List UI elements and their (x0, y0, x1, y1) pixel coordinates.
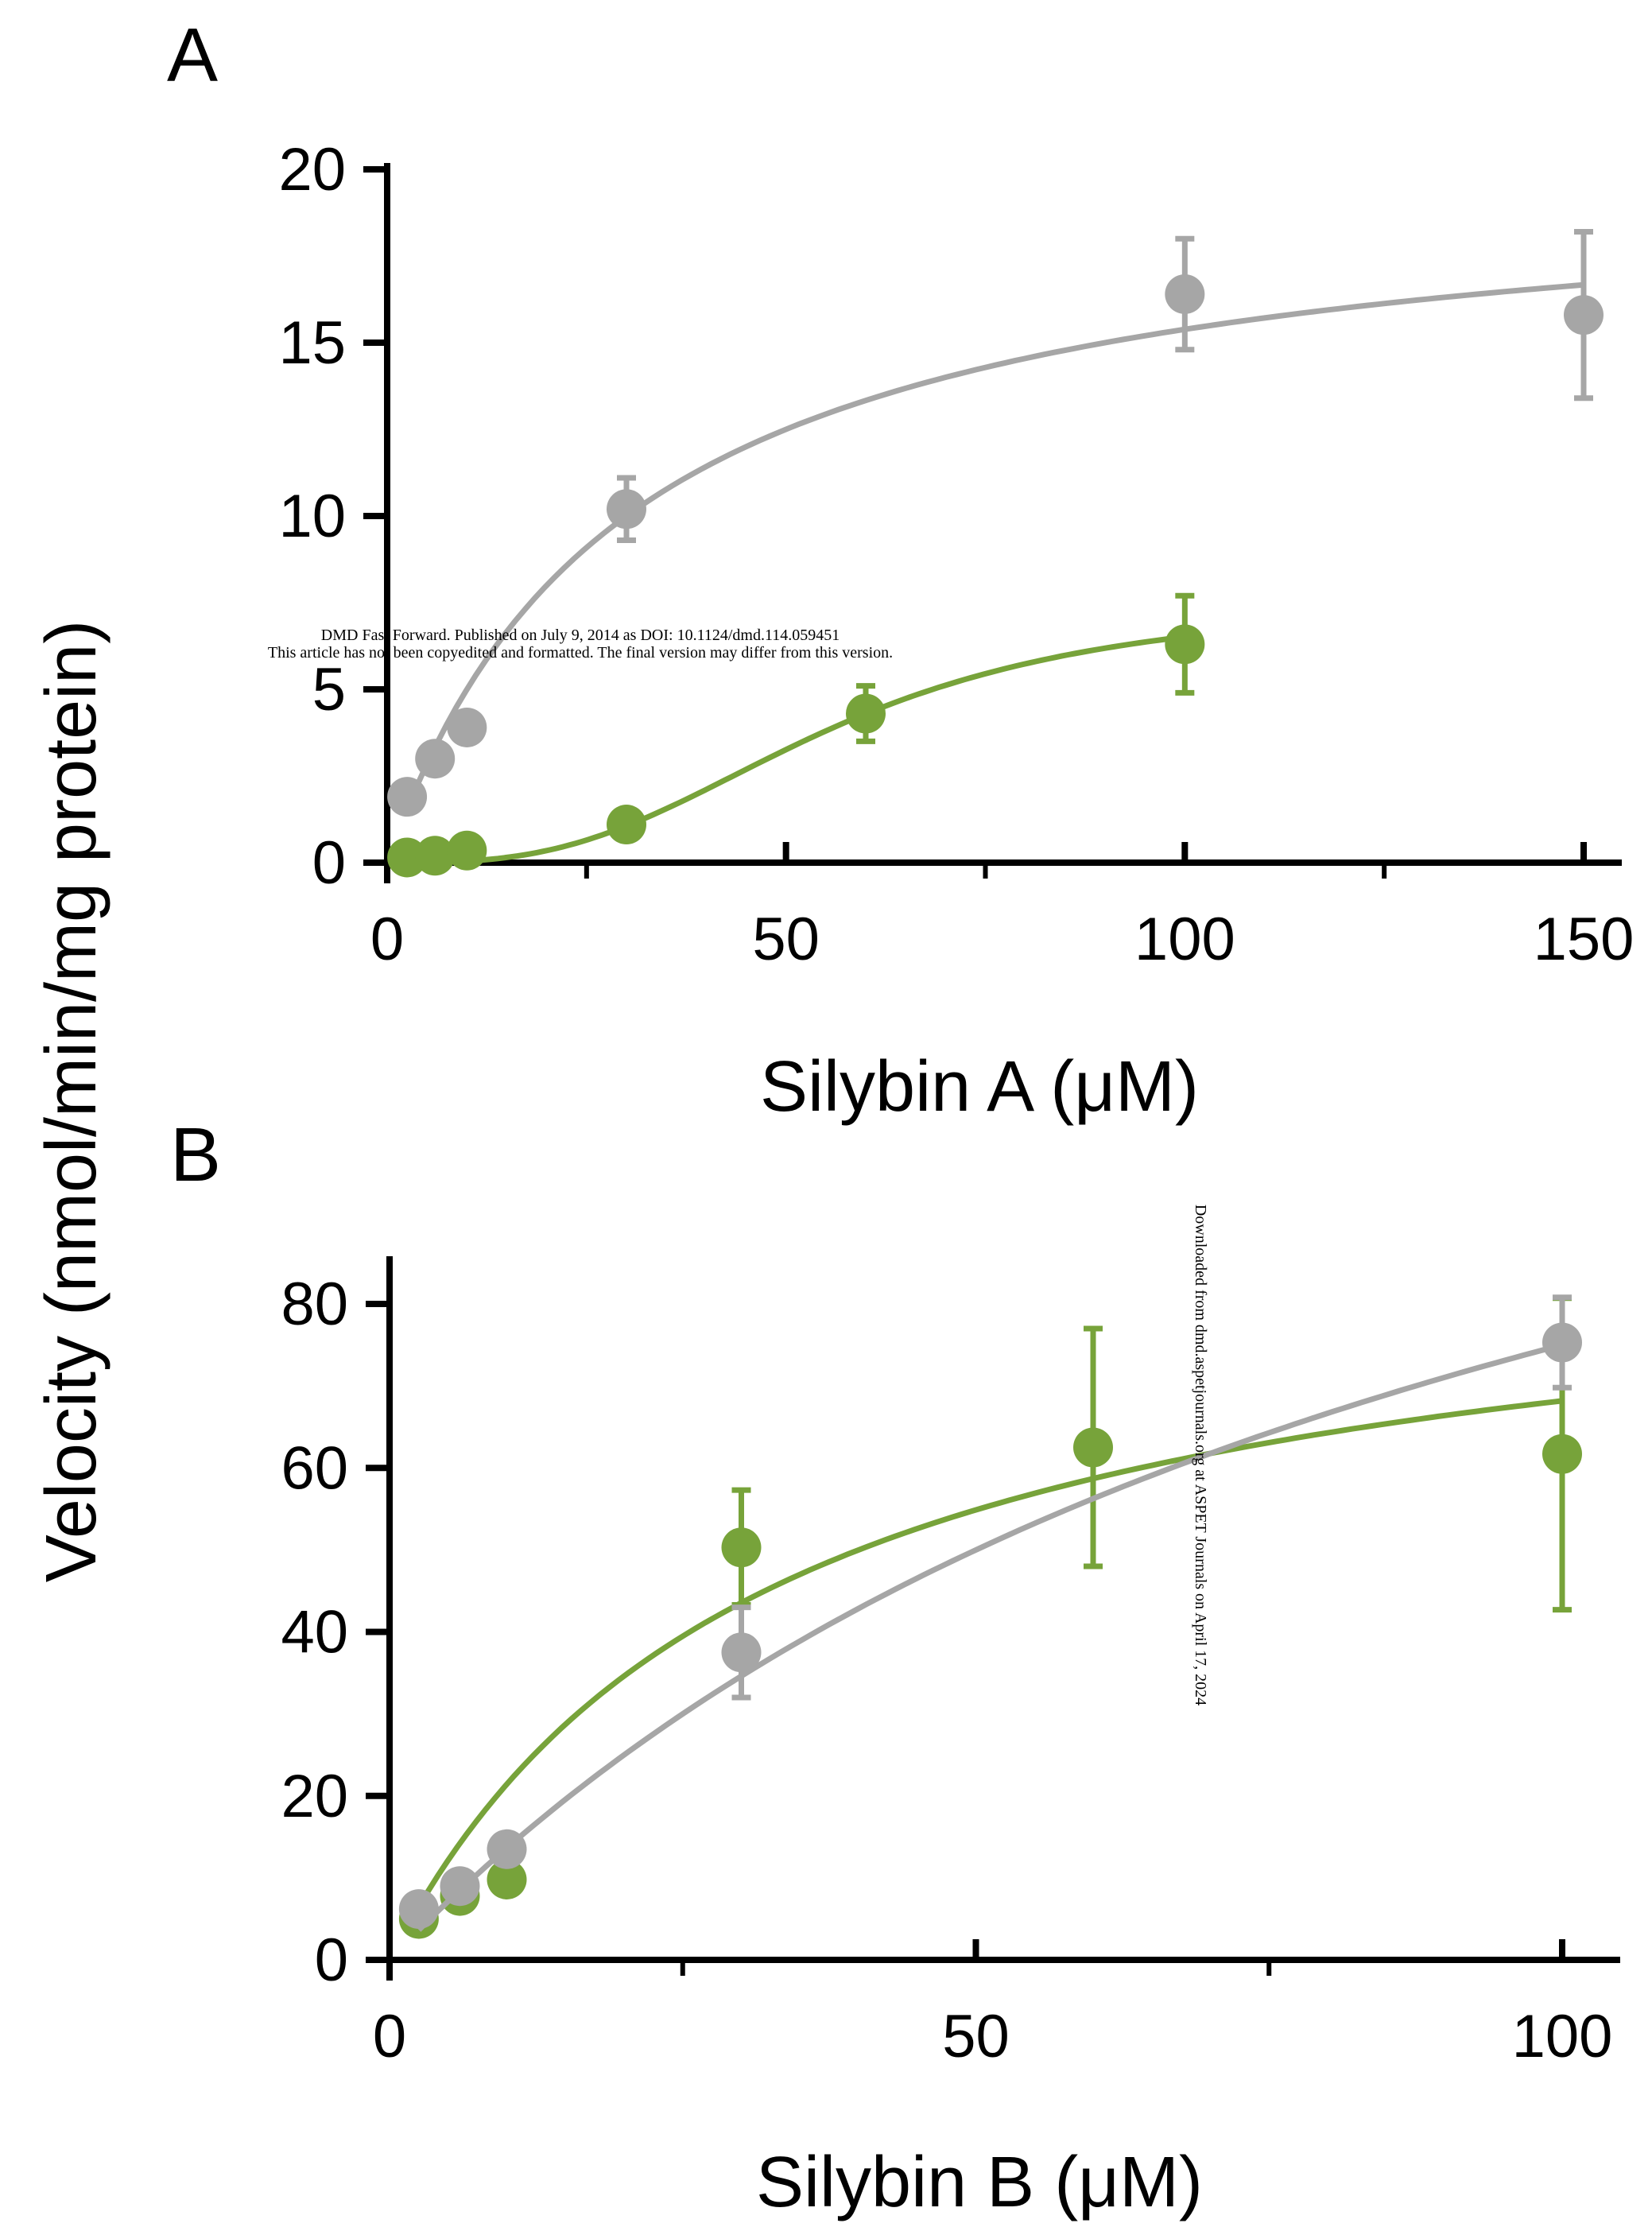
y-tick-label: 40 (281, 1599, 348, 1666)
data-point (415, 739, 456, 779)
data-point (846, 693, 886, 734)
x-tick-label: 100 (1512, 2003, 1613, 2070)
data-point (447, 707, 487, 747)
y-tick-label: 10 (278, 483, 346, 550)
chart-panel-a: 0 5 10 15 20 0 50 100 150 (278, 136, 1634, 973)
x-tick-label: 150 (1534, 906, 1635, 973)
x-tick-label: 50 (752, 906, 820, 973)
data-point (398, 1889, 439, 1930)
data-point (487, 1829, 527, 1869)
data-point (1564, 295, 1604, 336)
data-point (415, 836, 456, 876)
watermark-publication: DMD Fast Forward. Published on July 9, 2… (268, 627, 893, 662)
watermark-download: Downloaded from dmd.aspetjournals.org at… (1192, 1204, 1209, 1706)
fit-curve (417, 1342, 1563, 1932)
y-tick-label: 80 (281, 1271, 348, 1338)
y-tick-label: 20 (278, 136, 346, 204)
x-axis-label-a: Silybin A (μM) (760, 1047, 1199, 1127)
watermark-line-2: This article has not been copyedited and… (267, 644, 894, 662)
y-tick-label: 0 (315, 1926, 348, 1994)
y-tick-label: 0 (312, 829, 346, 897)
data-point (1165, 274, 1205, 314)
data-point (721, 1527, 762, 1568)
fit-curve (407, 634, 1185, 866)
data-point (1542, 1322, 1582, 1363)
data-point (1073, 1427, 1113, 1468)
y-tick-label: 60 (281, 1434, 348, 1502)
x-axis-label-b: Silybin B (μM) (756, 2143, 1203, 2222)
x-tick-label: 100 (1134, 906, 1235, 973)
panel-label-a: A (167, 13, 219, 98)
y-tick-label: 15 (278, 309, 346, 377)
data-point (1542, 1434, 1582, 1474)
data-point (607, 489, 646, 530)
data-point (387, 777, 428, 817)
x-tick-label: 50 (942, 2003, 1010, 2070)
x-tick-label: 0 (373, 2003, 406, 2070)
data-point (1165, 624, 1205, 665)
y-tick-label: 5 (312, 656, 346, 724)
data-point (607, 805, 646, 845)
panel-label-b: B (170, 1112, 222, 1197)
fit-curve (416, 1398, 1563, 1908)
fit-curve (404, 281, 1584, 811)
watermark-line-1: DMD Fast Forward. Published on July 9, 2… (320, 627, 840, 644)
data-point (447, 830, 487, 871)
data-point (487, 1859, 527, 1899)
chart-panel-b: 0 20 40 60 80 0 50 100 (281, 1256, 1620, 2070)
y-tick-label: 20 (281, 1763, 348, 1830)
x-tick-label: 0 (370, 906, 404, 973)
data-point (721, 1632, 762, 1673)
data-point (440, 1866, 480, 1907)
